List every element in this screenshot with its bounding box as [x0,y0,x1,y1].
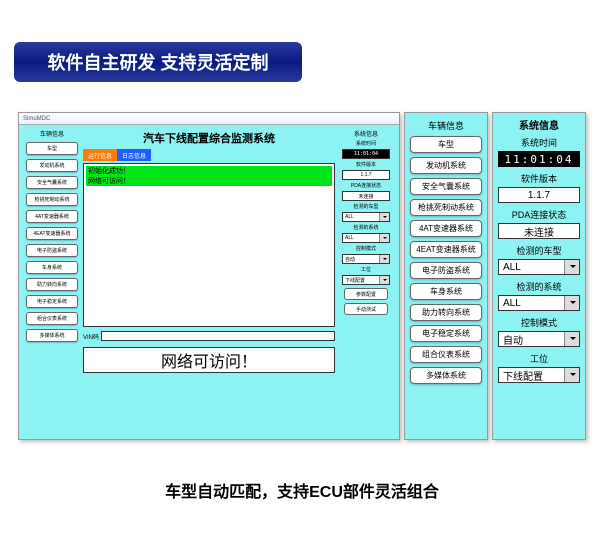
system-select[interactable]: ALL [498,295,580,311]
zoom-item[interactable]: 车身系统 [410,283,482,300]
station-select[interactable]: 下线配置 [342,275,390,285]
zoom-item[interactable]: 助力转向系统 [410,304,482,321]
app-title: 汽车下线配置综合监测系统 [83,129,335,147]
zoom-item[interactable]: 枪挑死制动系统 [410,199,482,216]
zoom-item[interactable]: 电子稳定系统 [410,325,482,342]
system-select[interactable]: ALL [342,233,390,243]
label: 软件版本 [356,161,376,168]
label: 检测的车型 [353,203,378,210]
tab-run[interactable]: 运行信息 [83,149,117,161]
clock-display: 11:01:04 [342,149,390,159]
version-value: 1.1.7 [498,187,580,203]
vin-input[interactable] [101,331,335,341]
manual-test-button[interactable]: 手动测试 [344,303,388,315]
zoom-item[interactable]: 车型 [410,136,482,153]
station-select[interactable]: 下线配置 [498,367,580,383]
zoom-item[interactable]: 多媒体系统 [410,367,482,384]
app-window: SimuMDC 车辆信息 车型 发动机系统 安全气囊系统 枪挑死制动系统 4AT… [18,112,400,440]
headline-banner: 软件自主研发 支持灵活定制 [14,42,302,82]
caption: 车型自动匹配，支持ECU部件灵活组合 [0,478,604,502]
log-area: 初始化成功！ 网络可访问！ [83,163,335,327]
left-item[interactable]: 电子防盗系统 [26,244,78,257]
right-panel-header: 系统信息 [354,129,378,138]
label: 检测的车型 [516,244,561,257]
label: 系统时间 [356,140,376,147]
zoom-right-header: 系统信息 [519,117,559,132]
left-item[interactable]: 车型 [26,142,78,155]
pda-status: 未连接 [342,191,390,201]
label: 工位 [530,352,548,365]
label: PDA连接状态 [351,182,381,189]
screenshot-stage: SimuMDC 车辆信息 车型 发动机系统 安全气囊系统 枪挑死制动系统 4AT… [18,112,586,440]
left-item[interactable]: 多媒体系统 [26,329,78,342]
right-panel: 系统信息 系统时间 11:01:04 软件版本 1.1.7 PDA连接状态 未连… [337,129,395,435]
label: 工位 [361,266,371,273]
zoom-item[interactable]: 4AT变速器系统 [410,220,482,237]
label: 检测的系统 [353,224,378,231]
left-panel: 车辆信息 车型 发动机系统 安全气囊系统 枪挑死制动系统 4AT变速器系统 4E… [23,129,81,435]
left-item[interactable]: 电子稳定系统 [26,295,78,308]
zoom-item[interactable]: 安全气囊系统 [410,178,482,195]
label: 检测的系统 [516,280,561,293]
left-item[interactable]: 发动机系统 [26,159,78,172]
label: 控制模式 [521,316,557,329]
log-line: 网络可访问！ [86,176,332,186]
label: 系统时间 [521,136,557,149]
status-message: 网络可访问！ [83,347,335,373]
clock-display: 11:01:04 [498,151,580,167]
tab-row: 运行信息 日志信息 [83,149,335,161]
zoom-right-panel: 系统信息 系统时间 11:01:04 软件版本 1.1.7 PDA连接状态 未连… [492,112,586,440]
zoom-item[interactable]: 电子防盗系统 [410,262,482,279]
pda-status: 未连接 [498,223,580,239]
left-panel-header: 车辆信息 [40,129,64,138]
vin-label: VIN码 [83,332,99,341]
car-select[interactable]: ALL [342,212,390,222]
label: 控制模式 [356,245,376,252]
left-item[interactable]: 4AT变速器系统 [26,210,78,223]
zoom-left-panel: 车辆信息 车型 发动机系统 安全气囊系统 枪挑死制动系统 4AT变速器系统 4E… [404,112,488,440]
mode-select[interactable]: 自动 [498,331,580,347]
center-panel: 汽车下线配置综合监测系统 运行信息 日志信息 初始化成功！ 网络可访问！ VIN… [83,129,335,435]
log-line: 初始化成功！ [86,166,332,176]
window-titlebar: SimuMDC [19,113,399,125]
left-item[interactable]: 组合仪表系统 [26,312,78,325]
config-button[interactable]: 参数配置 [344,288,388,300]
left-item[interactable]: 枪挑死制动系统 [26,193,78,206]
zoom-item[interactable]: 4EAT变速器系统 [410,241,482,258]
zoom-item[interactable]: 发动机系统 [410,157,482,174]
label: 软件版本 [521,172,557,185]
zoom-left-header: 车辆信息 [428,119,464,132]
car-select[interactable]: ALL [498,259,580,275]
label: PDA连接状态 [512,208,567,221]
tab-log[interactable]: 日志信息 [117,149,151,161]
mode-select[interactable]: 自动 [342,254,390,264]
zoom-item[interactable]: 组合仪表系统 [410,346,482,363]
left-item[interactable]: 助力转向系统 [26,278,78,291]
left-item[interactable]: 车身系统 [26,261,78,274]
left-item[interactable]: 4EAT变速器系统 [26,227,78,240]
left-item[interactable]: 安全气囊系统 [26,176,78,189]
version-value: 1.1.7 [342,170,390,180]
